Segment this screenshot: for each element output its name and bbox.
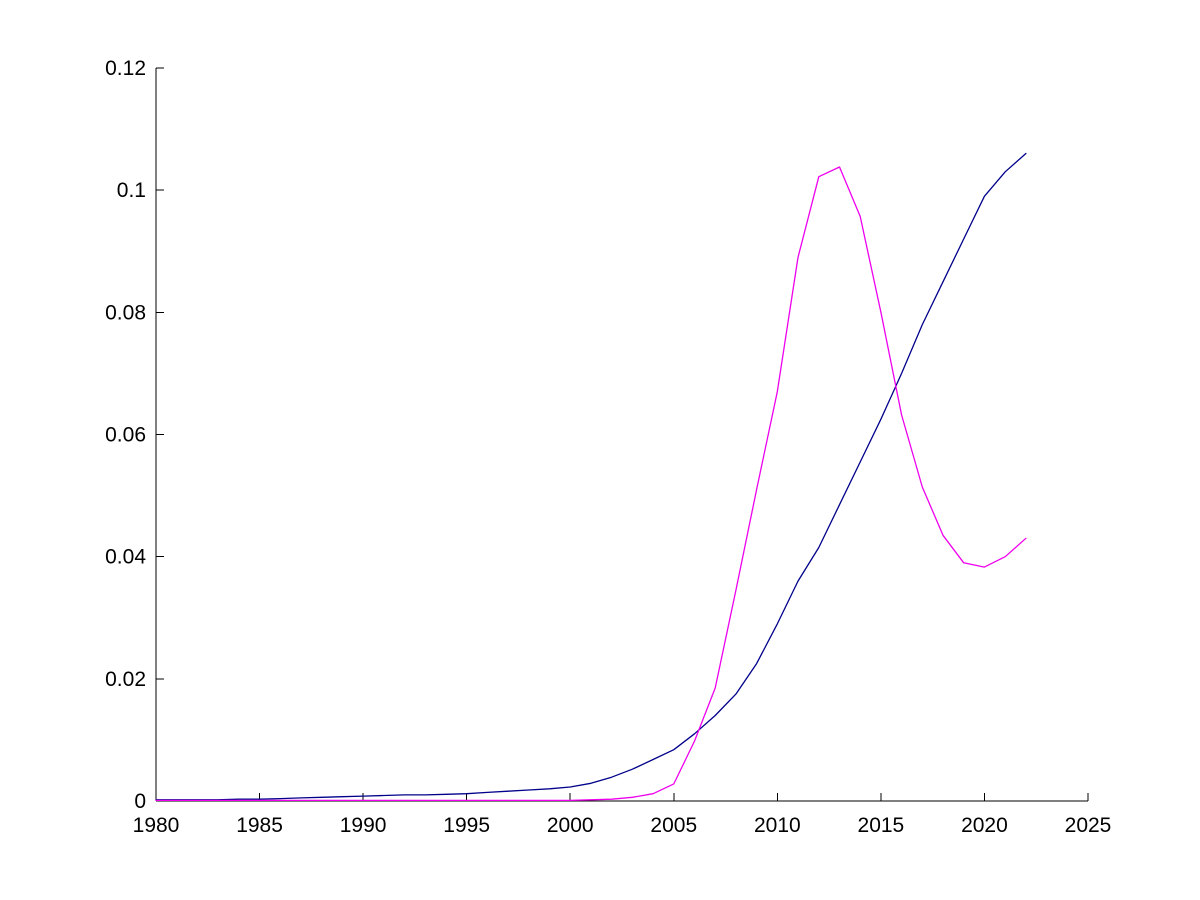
- x-tick-label: 1990: [340, 814, 387, 837]
- x-tick-label: 1985: [236, 814, 283, 837]
- y-tick-label: 0: [134, 790, 146, 813]
- x-tick-label: 2025: [1065, 814, 1112, 837]
- series-navy-sigmoid-line: [155, 152, 1027, 801]
- y-tick-label: 0.1: [117, 179, 146, 202]
- y-tick-label: 0.08: [105, 301, 146, 324]
- axes: [155, 68, 1088, 802]
- x-tick-label: 1995: [443, 814, 490, 837]
- y-tick-label: 0.04: [105, 546, 146, 569]
- data-series: [155, 152, 1027, 802]
- x-tick-label: 2010: [754, 814, 801, 837]
- x-tick-label: 2005: [650, 814, 697, 837]
- x-tick-label: 2015: [858, 814, 905, 837]
- axis-ticks: [155, 67, 1089, 802]
- x-tick-label: 1980: [133, 814, 180, 837]
- x-tick-label: 2000: [547, 814, 594, 837]
- y-tick-label: 0.12: [105, 57, 146, 80]
- y-tick-label: 0.06: [105, 424, 146, 447]
- series-magenta-peak-line: [155, 166, 1027, 802]
- x-tick-label: 2020: [961, 814, 1008, 837]
- y-tick-label: 0.02: [105, 668, 146, 691]
- axis-tick-labels: 1980 1985 1990 1995 2000 2005 2010 2015 2020 2025…: [105, 57, 1111, 837]
